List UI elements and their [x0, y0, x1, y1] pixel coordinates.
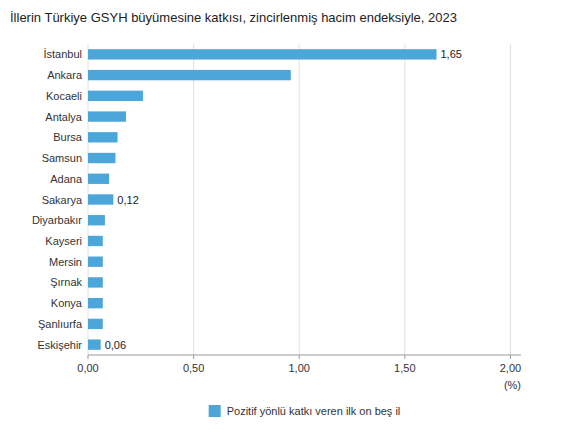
chart-container: İllerin Türkiye GSYH büyümesine katkısı,… — [0, 0, 563, 433]
tick-mark — [193, 355, 194, 359]
category-label: İstanbul — [43, 48, 82, 60]
bar — [88, 277, 103, 287]
legend-swatch — [209, 405, 221, 417]
x-axis-line — [88, 355, 521, 356]
data-label: 0,06 — [105, 339, 126, 351]
category-label: Antalya — [45, 111, 83, 123]
axis-label: (%) — [504, 379, 521, 391]
bar — [88, 91, 143, 101]
grid-line — [404, 44, 405, 355]
bar — [88, 153, 115, 163]
bar — [88, 174, 109, 184]
legend: Pozitif yönlü katkı veren ilk on beş il — [209, 405, 401, 417]
tick-label: 1,00 — [289, 362, 310, 374]
grid-line — [193, 44, 194, 355]
tick-mark — [299, 355, 300, 359]
bar — [88, 319, 103, 329]
category-label: Sakarya — [42, 194, 83, 206]
category-label: Bursa — [53, 131, 83, 143]
bars — [88, 49, 437, 350]
page: {"chart_data": { "type": "bar", "orienta… — [0, 0, 563, 433]
title: İllerin Türkiye GSYH büyümesine katkısı,… — [10, 10, 457, 25]
bar — [88, 111, 126, 121]
category-label: Kayseri — [45, 235, 82, 247]
category-label: Samsun — [42, 152, 82, 164]
category-label: Kocaeli — [46, 90, 82, 102]
grid-line — [299, 44, 300, 355]
grid-line — [510, 44, 511, 355]
tick-mark — [510, 355, 511, 359]
category-label: Mersin — [49, 256, 82, 268]
tick-label: 2,00 — [500, 362, 521, 374]
category-label: Şırnak — [50, 276, 82, 288]
tick-mark — [404, 355, 405, 359]
chart-svg: İllerin Türkiye GSYH büyümesine katkısı,… — [0, 0, 563, 433]
bar — [88, 257, 103, 267]
y-axis: Eskişehir Şanlıurfa Konya Şırnak Mersin Kayse… — [32, 48, 83, 350]
data-label: 0,12 — [117, 194, 138, 206]
bar — [88, 339, 101, 349]
tick-label: 0,50 — [183, 362, 204, 374]
bar — [88, 215, 105, 225]
bar — [88, 236, 103, 246]
data-label: 1,65 — [441, 48, 462, 60]
grid — [88, 44, 510, 355]
category-label: Ankara — [47, 69, 83, 81]
category-label: Adana — [50, 173, 83, 185]
category-label: Eskişehir — [37, 339, 82, 351]
bar — [88, 49, 437, 59]
tick-label: 1,50 — [394, 362, 415, 374]
bar — [88, 194, 113, 204]
category-label: Konya — [51, 297, 83, 309]
tick-mark — [88, 355, 89, 359]
category-label: Diyarbakır — [32, 214, 82, 226]
data-labels: 0,06 0,12 1,65 — [105, 48, 462, 350]
legend-label: Pozitif yönlü katkı veren ilk on beş il — [227, 405, 401, 417]
x-axis: 0,00 0,50 1,00 1,50 2,00 — [77, 355, 521, 374]
tick-label: 0,00 — [77, 362, 98, 374]
bar — [88, 70, 291, 80]
bar — [88, 132, 118, 142]
bar — [88, 298, 103, 308]
category-label: Şanlıurfa — [38, 318, 83, 330]
